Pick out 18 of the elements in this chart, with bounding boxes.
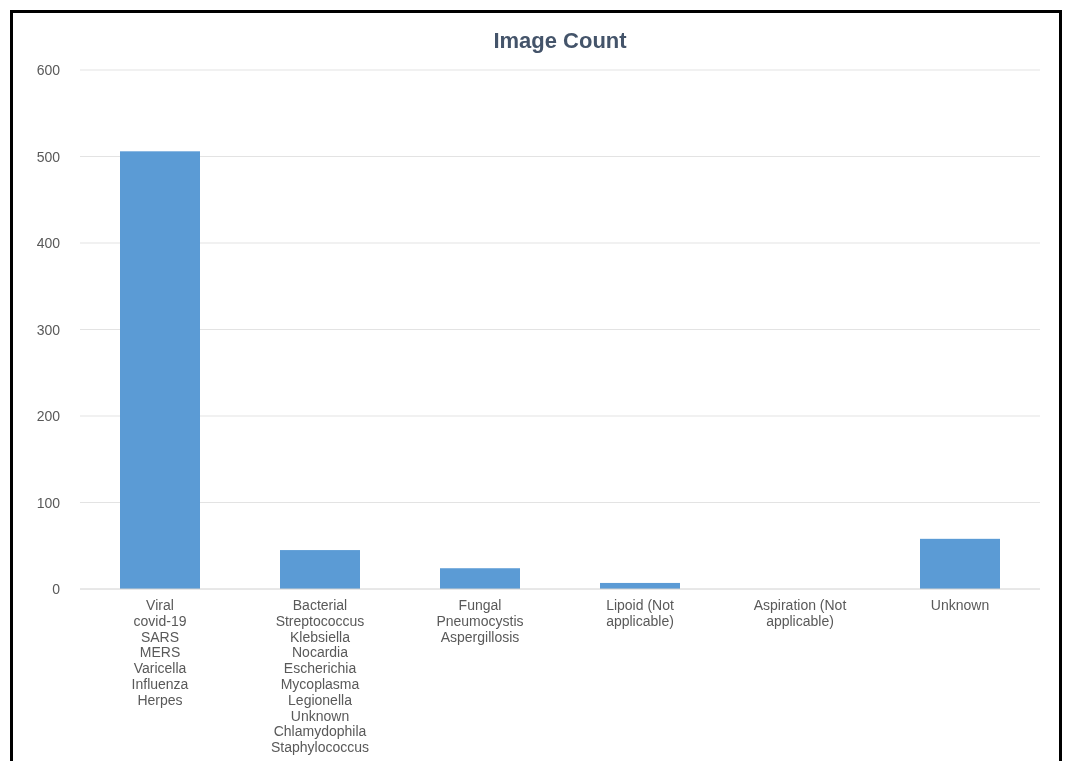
y-tick-label: 0 (52, 581, 61, 597)
y-tick-label: 300 (36, 321, 61, 338)
y-tick-label: 400 (36, 235, 61, 251)
x-tick-label: Lipoid (Not applicable) (606, 597, 674, 629)
bar (120, 151, 200, 589)
y-tick-label: 200 (36, 408, 61, 424)
x-tick-label: Fungal Pneumocystis Aspergillosis (436, 597, 524, 645)
y-tick-label: 600 (36, 62, 61, 78)
x-tick-label: Aspiration (Not applicable) (753, 597, 847, 629)
x-tick-label: Viral covid-19 SARS MERS Varicella Influenza Herpes (131, 597, 189, 708)
chart-title: Image Count (493, 28, 628, 53)
bar (440, 568, 520, 589)
x-tick-label: Unknown (930, 597, 990, 613)
y-tick-label: 500 (36, 148, 61, 165)
bar (920, 538, 1000, 589)
category-label: Bacterial Streptococcus Klebsiella Nocardia Escherichia Mycoplasma Legionella Unknown Chlamydophila Staphylococcus (270, 597, 370, 756)
bar (280, 550, 360, 589)
y-tick-label: 100 (36, 494, 61, 511)
